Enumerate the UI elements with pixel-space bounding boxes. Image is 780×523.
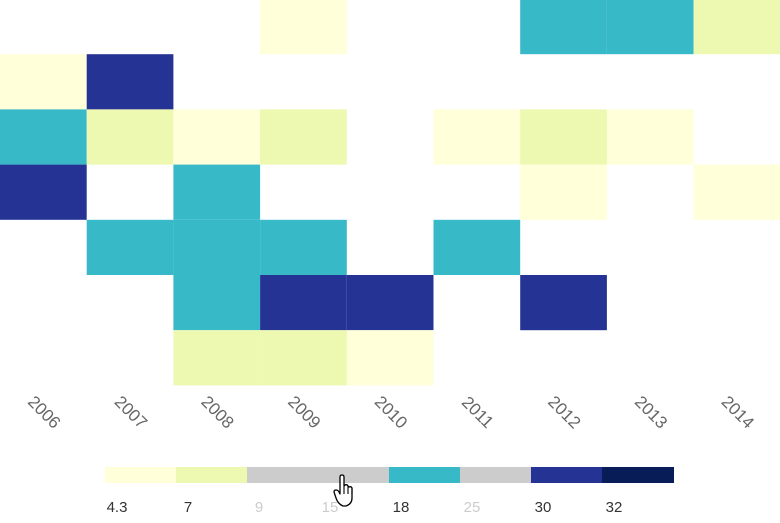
x-tick-label-2011: 2011 — [458, 393, 497, 432]
legend-label-18: 18 — [392, 499, 410, 516]
heatmap-cell-2011-row4[interactable] — [433, 219, 521, 275]
heatmap-cell-2006-row1[interactable] — [0, 54, 87, 110]
heatmap-cell-2011-row2[interactable] — [433, 109, 521, 165]
legend-label-9: 9 — [254, 499, 264, 516]
heatmap-chart: 2006 2007 2008 2009 2010 2011 2012 2013 2014 — [0, 0, 780, 432]
x-tick-label-2009: 2009 — [284, 392, 324, 432]
heatmap-cell-2008-row6[interactable] — [173, 330, 261, 386]
visual-map-legend: 4.3 7 9 15 18 25 30 32 — [105, 467, 674, 517]
heatmap-cell-2009-row5[interactable] — [260, 275, 347, 331]
x-tick-label-2014: 2014 — [718, 392, 758, 432]
heatmap-cell-2006-row3[interactable] — [0, 164, 87, 220]
heatmap-cell-2006-row2[interactable] — [0, 109, 87, 165]
legend-label-15: 15 — [321, 499, 339, 516]
legend-piece-7[interactable] — [176, 467, 248, 483]
heatmap-cell-2009-row0[interactable] — [260, 0, 347, 55]
legend-piece-25[interactable] — [460, 467, 532, 483]
legend-label-25: 25 — [463, 499, 481, 516]
heatmap-cell-2010-row5[interactable] — [346, 275, 434, 331]
heatmap-cell-2009-row4[interactable] — [260, 219, 347, 275]
heatmap-cell-2008-row5[interactable] — [173, 275, 261, 331]
legend-piece-18[interactable] — [389, 467, 461, 483]
heatmap-cell-2012-row0[interactable] — [520, 0, 607, 55]
heatmap-cell-2009-row2[interactable] — [260, 109, 347, 165]
legend-piece-15[interactable] — [318, 467, 390, 483]
x-tick-label-2006: 2006 — [24, 392, 64, 432]
legend-label-30: 30 — [534, 499, 552, 516]
legend-piece-32[interactable] — [602, 467, 674, 483]
x-tick-label-2013: 2013 — [631, 392, 671, 432]
legend-piece-30[interactable] — [531, 467, 603, 483]
x-tick-label-2012: 2012 — [544, 392, 584, 432]
hand-cursor-icon — [333, 474, 353, 507]
heatmap-cell-2012-row5[interactable] — [520, 275, 607, 331]
heatmap-cell-2008-row2[interactable] — [173, 109, 261, 165]
legend-piece-4-3[interactable] — [105, 467, 177, 483]
heatmap-cell-2007-row1[interactable] — [86, 54, 174, 110]
x-tick-label-2008: 2008 — [197, 392, 237, 432]
heatmap-cell-2013-row0[interactable] — [606, 0, 694, 55]
heatmap-cell-2013-row2[interactable] — [606, 109, 694, 165]
heatmap-cell-2012-row2[interactable] — [520, 109, 607, 165]
heatmap-cell-2007-row2[interactable] — [86, 109, 174, 165]
heatmap-cell-2012-row3[interactable] — [520, 164, 607, 220]
x-tick-label-2010: 2010 — [371, 392, 411, 432]
legend-label-4-3: 4.3 — [106, 499, 128, 516]
heatmap-cell-2007-row4[interactable] — [86, 219, 174, 275]
heatmap-cell-2010-row6[interactable] — [346, 330, 434, 386]
heatmap-cell-2008-row4[interactable] — [173, 219, 261, 275]
heatmap-cell-2009-row6[interactable] — [260, 330, 347, 386]
legend-piece-9[interactable] — [247, 467, 319, 483]
legend-label-32: 32 — [605, 499, 623, 516]
x-tick-label-2007: 2007 — [111, 392, 151, 432]
heatmap-cell-2014-row0[interactable] — [693, 0, 780, 55]
legend-label-7: 7 — [183, 499, 193, 516]
heatmap-cell-2014-row3[interactable] — [693, 164, 780, 220]
heatmap-cell-2008-row3[interactable] — [173, 164, 261, 220]
